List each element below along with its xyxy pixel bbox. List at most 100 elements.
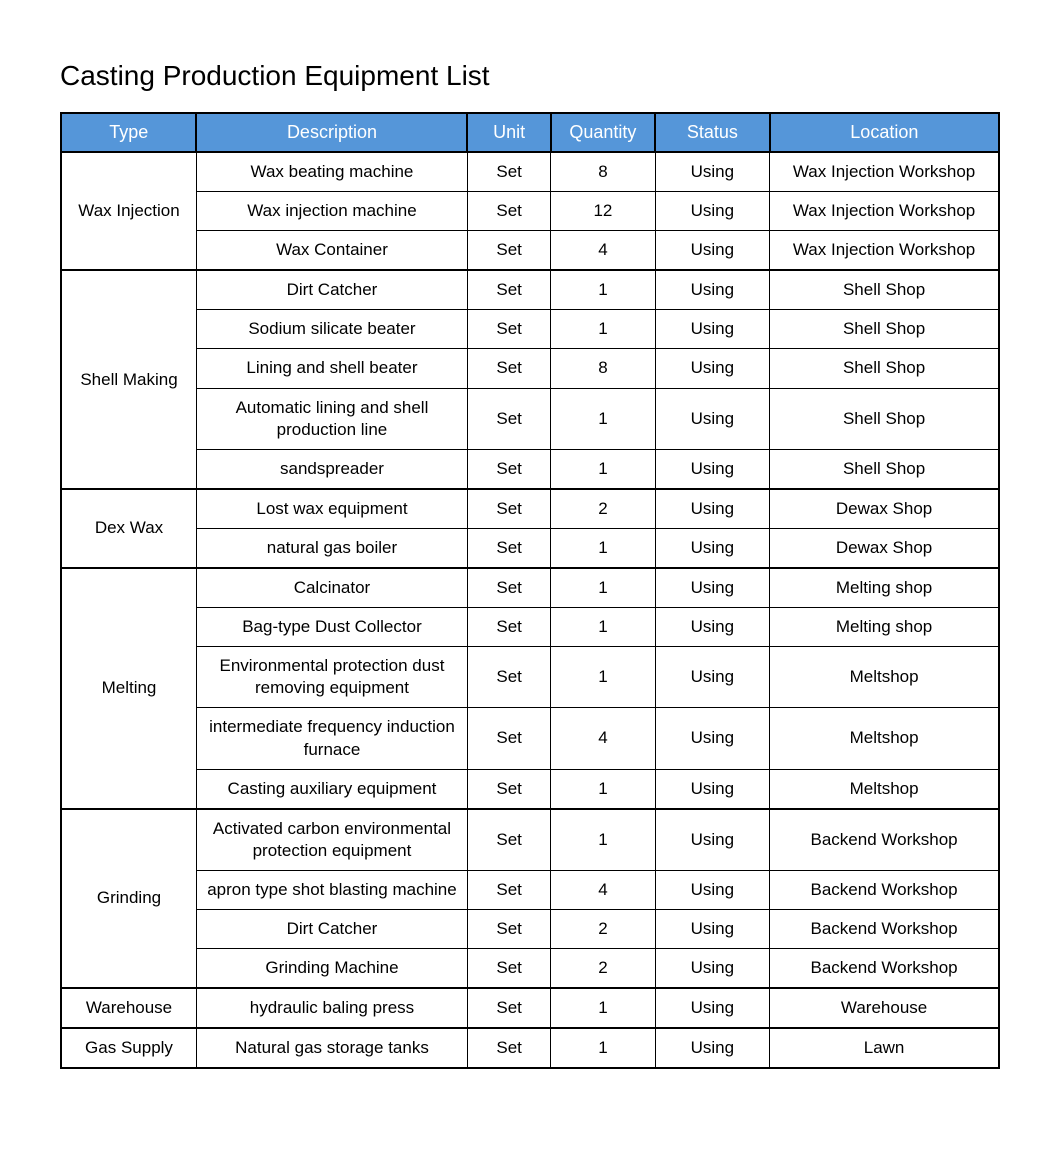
cell-unit: Set (467, 388, 550, 449)
cell-quantity: 2 (551, 489, 655, 529)
cell-unit: Set (467, 769, 550, 809)
cell-status: Using (655, 528, 770, 568)
cell-status: Using (655, 152, 770, 192)
cell-quantity: 8 (551, 349, 655, 388)
cell-unit: Set (467, 349, 550, 388)
cell-status: Using (655, 809, 770, 871)
cell-type: Dex Wax (61, 489, 196, 568)
cell-quantity: 2 (551, 909, 655, 948)
page-title: Casting Production Equipment List (60, 60, 1000, 92)
cell-unit: Set (467, 608, 550, 647)
cell-type: Warehouse (61, 988, 196, 1028)
cell-description: Environmental protection dust removing e… (196, 647, 467, 708)
cell-unit: Set (467, 1028, 550, 1068)
cell-unit: Set (467, 809, 550, 871)
cell-location: Shell Shop (770, 449, 999, 489)
cell-description: Natural gas storage tanks (196, 1028, 467, 1068)
cell-status: Using (655, 231, 770, 271)
cell-unit: Set (467, 489, 550, 529)
col-quantity: Quantity (551, 113, 655, 152)
cell-quantity: 1 (551, 769, 655, 809)
cell-description: hydraulic baling press (196, 988, 467, 1028)
cell-status: Using (655, 192, 770, 231)
table-row: Wax injection machineSet12UsingWax Injec… (61, 192, 999, 231)
table-row: Wax ContainerSet4UsingWax Injection Work… (61, 231, 999, 271)
table-row: Dirt CatcherSet2UsingBackend Workshop (61, 909, 999, 948)
cell-unit: Set (467, 231, 550, 271)
cell-status: Using (655, 449, 770, 489)
cell-description: Lost wax equipment (196, 489, 467, 529)
cell-description: apron type shot blasting machine (196, 870, 467, 909)
cell-location: Melting shop (770, 608, 999, 647)
cell-unit: Set (467, 449, 550, 489)
cell-quantity: 1 (551, 528, 655, 568)
cell-location: Meltshop (770, 708, 999, 769)
cell-unit: Set (467, 568, 550, 608)
cell-description: natural gas boiler (196, 528, 467, 568)
cell-description: intermediate frequency induction furnace (196, 708, 467, 769)
table-row: MeltingCalcinatorSet1UsingMelting shop (61, 568, 999, 608)
table-row: Automatic lining and shell production li… (61, 388, 999, 449)
cell-description: Grinding Machine (196, 949, 467, 989)
cell-description: Automatic lining and shell production li… (196, 388, 467, 449)
cell-location: Warehouse (770, 988, 999, 1028)
cell-quantity: 4 (551, 870, 655, 909)
cell-type: Melting (61, 568, 196, 809)
table-row: Shell MakingDirt CatcherSet1UsingShell S… (61, 270, 999, 310)
cell-unit: Set (467, 708, 550, 769)
cell-unit: Set (467, 192, 550, 231)
col-unit: Unit (467, 113, 550, 152)
cell-unit: Set (467, 647, 550, 708)
table-row: GrindingActivated carbon environmental p… (61, 809, 999, 871)
cell-status: Using (655, 608, 770, 647)
table-row: Environmental protection dust removing e… (61, 647, 999, 708)
col-location: Location (770, 113, 999, 152)
cell-location: Backend Workshop (770, 949, 999, 989)
cell-location: Shell Shop (770, 310, 999, 349)
cell-quantity: 1 (551, 449, 655, 489)
table-row: Casting auxiliary equipmentSet1UsingMelt… (61, 769, 999, 809)
cell-location: Wax Injection Workshop (770, 231, 999, 271)
cell-location: Dewax Shop (770, 528, 999, 568)
cell-location: Meltshop (770, 647, 999, 708)
cell-location: Backend Workshop (770, 909, 999, 948)
cell-status: Using (655, 568, 770, 608)
cell-quantity: 1 (551, 568, 655, 608)
cell-type: Gas Supply (61, 1028, 196, 1068)
cell-description: sandspreader (196, 449, 467, 489)
table-row: Lining and shell beaterSet8UsingShell Sh… (61, 349, 999, 388)
cell-status: Using (655, 310, 770, 349)
cell-unit: Set (467, 949, 550, 989)
cell-location: Dewax Shop (770, 489, 999, 529)
table-row: Dex WaxLost wax equipmentSet2UsingDewax … (61, 489, 999, 529)
cell-quantity: 4 (551, 708, 655, 769)
col-status: Status (655, 113, 770, 152)
cell-unit: Set (467, 152, 550, 192)
cell-quantity: 1 (551, 270, 655, 310)
cell-unit: Set (467, 270, 550, 310)
cell-status: Using (655, 1028, 770, 1068)
table-row: apron type shot blasting machineSet4Usin… (61, 870, 999, 909)
cell-unit: Set (467, 870, 550, 909)
cell-description: Dirt Catcher (196, 270, 467, 310)
cell-description: Bag-type Dust Collector (196, 608, 467, 647)
cell-quantity: 1 (551, 388, 655, 449)
cell-quantity: 1 (551, 988, 655, 1028)
cell-description: Lining and shell beater (196, 349, 467, 388)
cell-quantity: 1 (551, 608, 655, 647)
table-row: Sodium silicate beaterSet1UsingShell Sho… (61, 310, 999, 349)
cell-location: Shell Shop (770, 349, 999, 388)
cell-description: Wax beating machine (196, 152, 467, 192)
cell-unit: Set (467, 988, 550, 1028)
cell-status: Using (655, 708, 770, 769)
table-row: intermediate frequency induction furnace… (61, 708, 999, 769)
cell-location: Shell Shop (770, 270, 999, 310)
cell-status: Using (655, 489, 770, 529)
cell-location: Lawn (770, 1028, 999, 1068)
cell-location: Meltshop (770, 769, 999, 809)
cell-description: Sodium silicate beater (196, 310, 467, 349)
cell-description: Activated carbon environmental protectio… (196, 809, 467, 871)
table-row: Grinding MachineSet2UsingBackend Worksho… (61, 949, 999, 989)
cell-quantity: 8 (551, 152, 655, 192)
cell-status: Using (655, 647, 770, 708)
